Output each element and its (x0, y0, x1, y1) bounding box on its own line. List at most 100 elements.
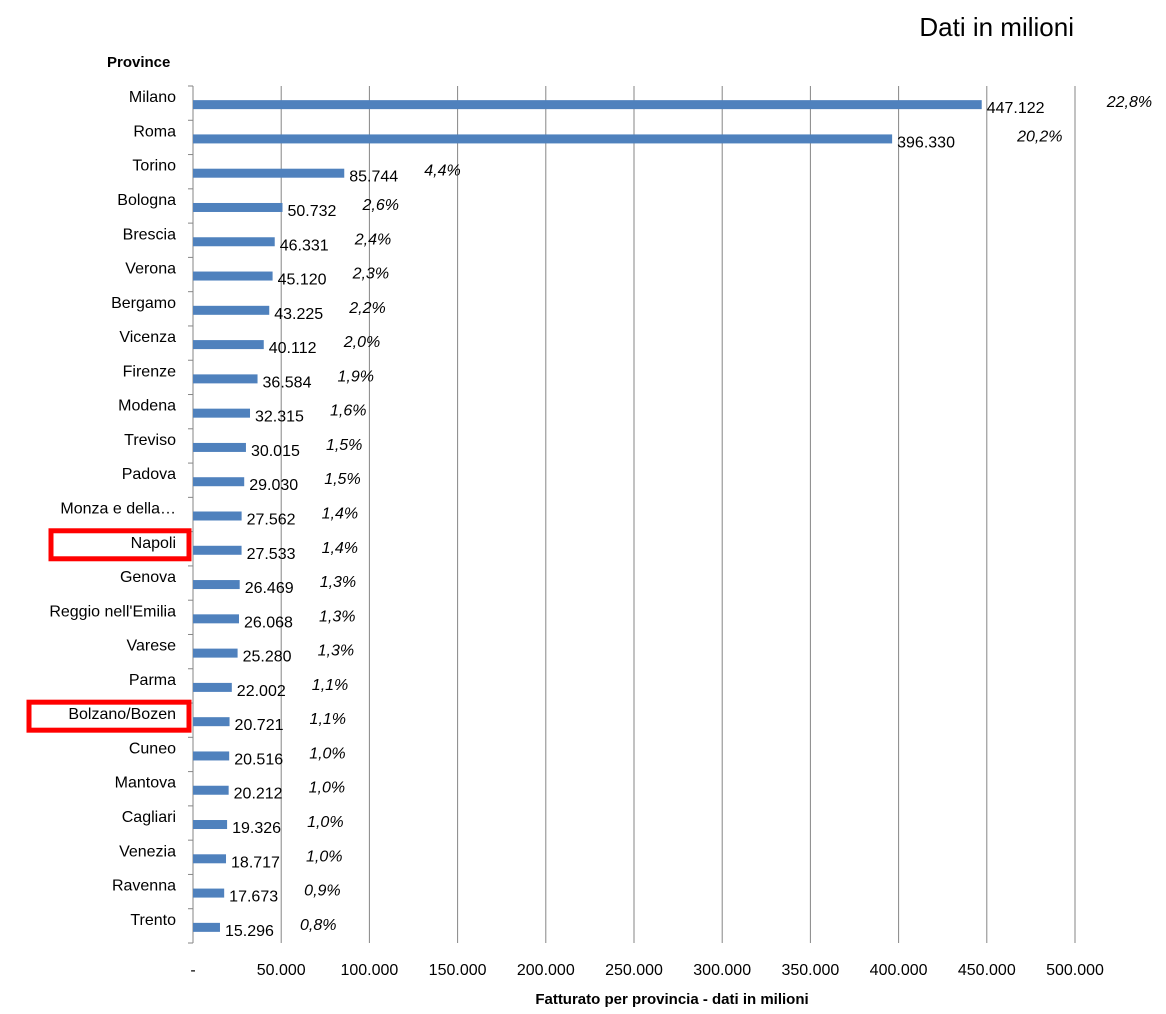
bar (193, 168, 345, 178)
percent-label: 1,3% (319, 608, 355, 625)
percent-label: 4,4% (424, 163, 460, 180)
bar (193, 271, 273, 281)
value-label: 396.330 (897, 134, 955, 151)
value-label: 46.331 (280, 237, 329, 254)
bar (193, 374, 258, 384)
percent-label: 1,0% (309, 745, 345, 762)
category-label: Venezia (119, 843, 176, 860)
bar (193, 408, 251, 418)
bar (193, 545, 242, 555)
percent-label: 1,3% (318, 643, 354, 660)
category-label: Milano (129, 89, 176, 106)
bar (193, 305, 270, 315)
bar (193, 888, 225, 898)
percent-label: 0,9% (304, 883, 340, 900)
bar (193, 134, 893, 144)
x-tick-label: 50.000 (257, 962, 306, 979)
value-label: 26.469 (245, 580, 294, 597)
value-label: 50.732 (287, 203, 336, 220)
bar (193, 648, 238, 658)
value-label: 447.122 (987, 100, 1045, 117)
bar (193, 580, 240, 590)
category-label: Monza e della… (60, 501, 176, 518)
percent-label: 22,8% (1106, 94, 1152, 111)
bar (193, 442, 246, 452)
value-label: 15.296 (225, 923, 274, 940)
category-label: Vicenza (119, 329, 176, 346)
x-tick-label: 350.000 (781, 962, 839, 979)
value-label: 27.533 (247, 546, 296, 563)
x-tick-label: 200.000 (517, 962, 575, 979)
bar (193, 682, 232, 692)
bar (193, 854, 227, 864)
x-tick-label: 100.000 (340, 962, 398, 979)
category-label: Ravenna (112, 878, 176, 895)
value-label: 32.315 (255, 409, 304, 426)
value-label: 45.120 (278, 272, 327, 289)
category-label: Treviso (124, 432, 176, 449)
percent-label: 2,4% (354, 231, 391, 248)
percent-label: 0,8% (300, 917, 336, 934)
percent-label: 2,3% (352, 266, 389, 283)
value-label: 19.326 (232, 820, 281, 837)
percent-label: 1,9% (338, 368, 374, 385)
y-axis-title: Province (107, 54, 170, 71)
bar (193, 922, 220, 932)
percent-label: 1,5% (324, 471, 360, 488)
bar (193, 785, 229, 795)
category-label: Torino (132, 158, 176, 175)
value-label: 20.212 (234, 786, 283, 803)
category-label: Bolzano/Bozen (68, 706, 176, 723)
percent-label: 1,6% (330, 403, 366, 420)
percent-label: 1,4% (322, 506, 358, 523)
percent-label: 1,4% (322, 540, 358, 557)
percent-label: 1,3% (320, 574, 356, 591)
percent-label: 1,0% (309, 780, 345, 797)
value-label: 25.280 (243, 649, 292, 666)
x-tick-label: 500.000 (1046, 962, 1104, 979)
category-label: Cagliari (122, 809, 176, 826)
category-label: Genova (120, 569, 176, 586)
value-label: 30.015 (251, 443, 300, 460)
value-label: 26.068 (244, 614, 293, 631)
value-label: 22.002 (237, 683, 286, 700)
x-tick-label: 150.000 (429, 962, 487, 979)
percent-label: 2,6% (361, 197, 398, 214)
category-label: Bologna (117, 192, 176, 209)
value-label: 40.112 (269, 340, 317, 357)
category-label: Verona (125, 261, 176, 278)
percent-label: 1,1% (310, 711, 346, 728)
x-axis-title: Fatturato per provincia - dati in milion… (535, 991, 808, 1008)
bar (193, 202, 283, 212)
category-label: Padova (122, 466, 176, 483)
x-tick-label: - (190, 962, 195, 979)
category-label: Modena (118, 398, 176, 415)
value-label: 17.673 (229, 889, 278, 906)
category-label: Cuneo (129, 740, 176, 757)
value-label: 20.516 (234, 751, 283, 768)
category-label: Firenze (123, 363, 176, 380)
category-label: Varese (126, 638, 176, 655)
percent-label: 1,0% (306, 848, 342, 865)
bar (193, 237, 275, 247)
highlight-box (48, 528, 192, 562)
value-label: 43.225 (274, 306, 323, 323)
value-label: 27.562 (247, 512, 296, 529)
category-label: Mantova (115, 775, 176, 792)
category-label: Roma (133, 123, 176, 140)
percent-label: 1,1% (312, 677, 348, 694)
value-label: 18.717 (231, 854, 280, 871)
bar (193, 511, 242, 521)
category-label: Napoli (131, 535, 176, 552)
category-label: Reggio nell'Emilia (49, 603, 176, 620)
value-label: 29.030 (249, 477, 298, 494)
percent-label: 2,0% (343, 334, 380, 351)
bar (193, 614, 239, 624)
x-tick-label: 450.000 (958, 962, 1016, 979)
category-label: Parma (129, 672, 176, 689)
x-tick-label: 400.000 (870, 962, 928, 979)
value-label: 36.584 (263, 374, 312, 391)
percent-label: 2,2% (348, 300, 385, 317)
highlight-box (26, 699, 192, 733)
